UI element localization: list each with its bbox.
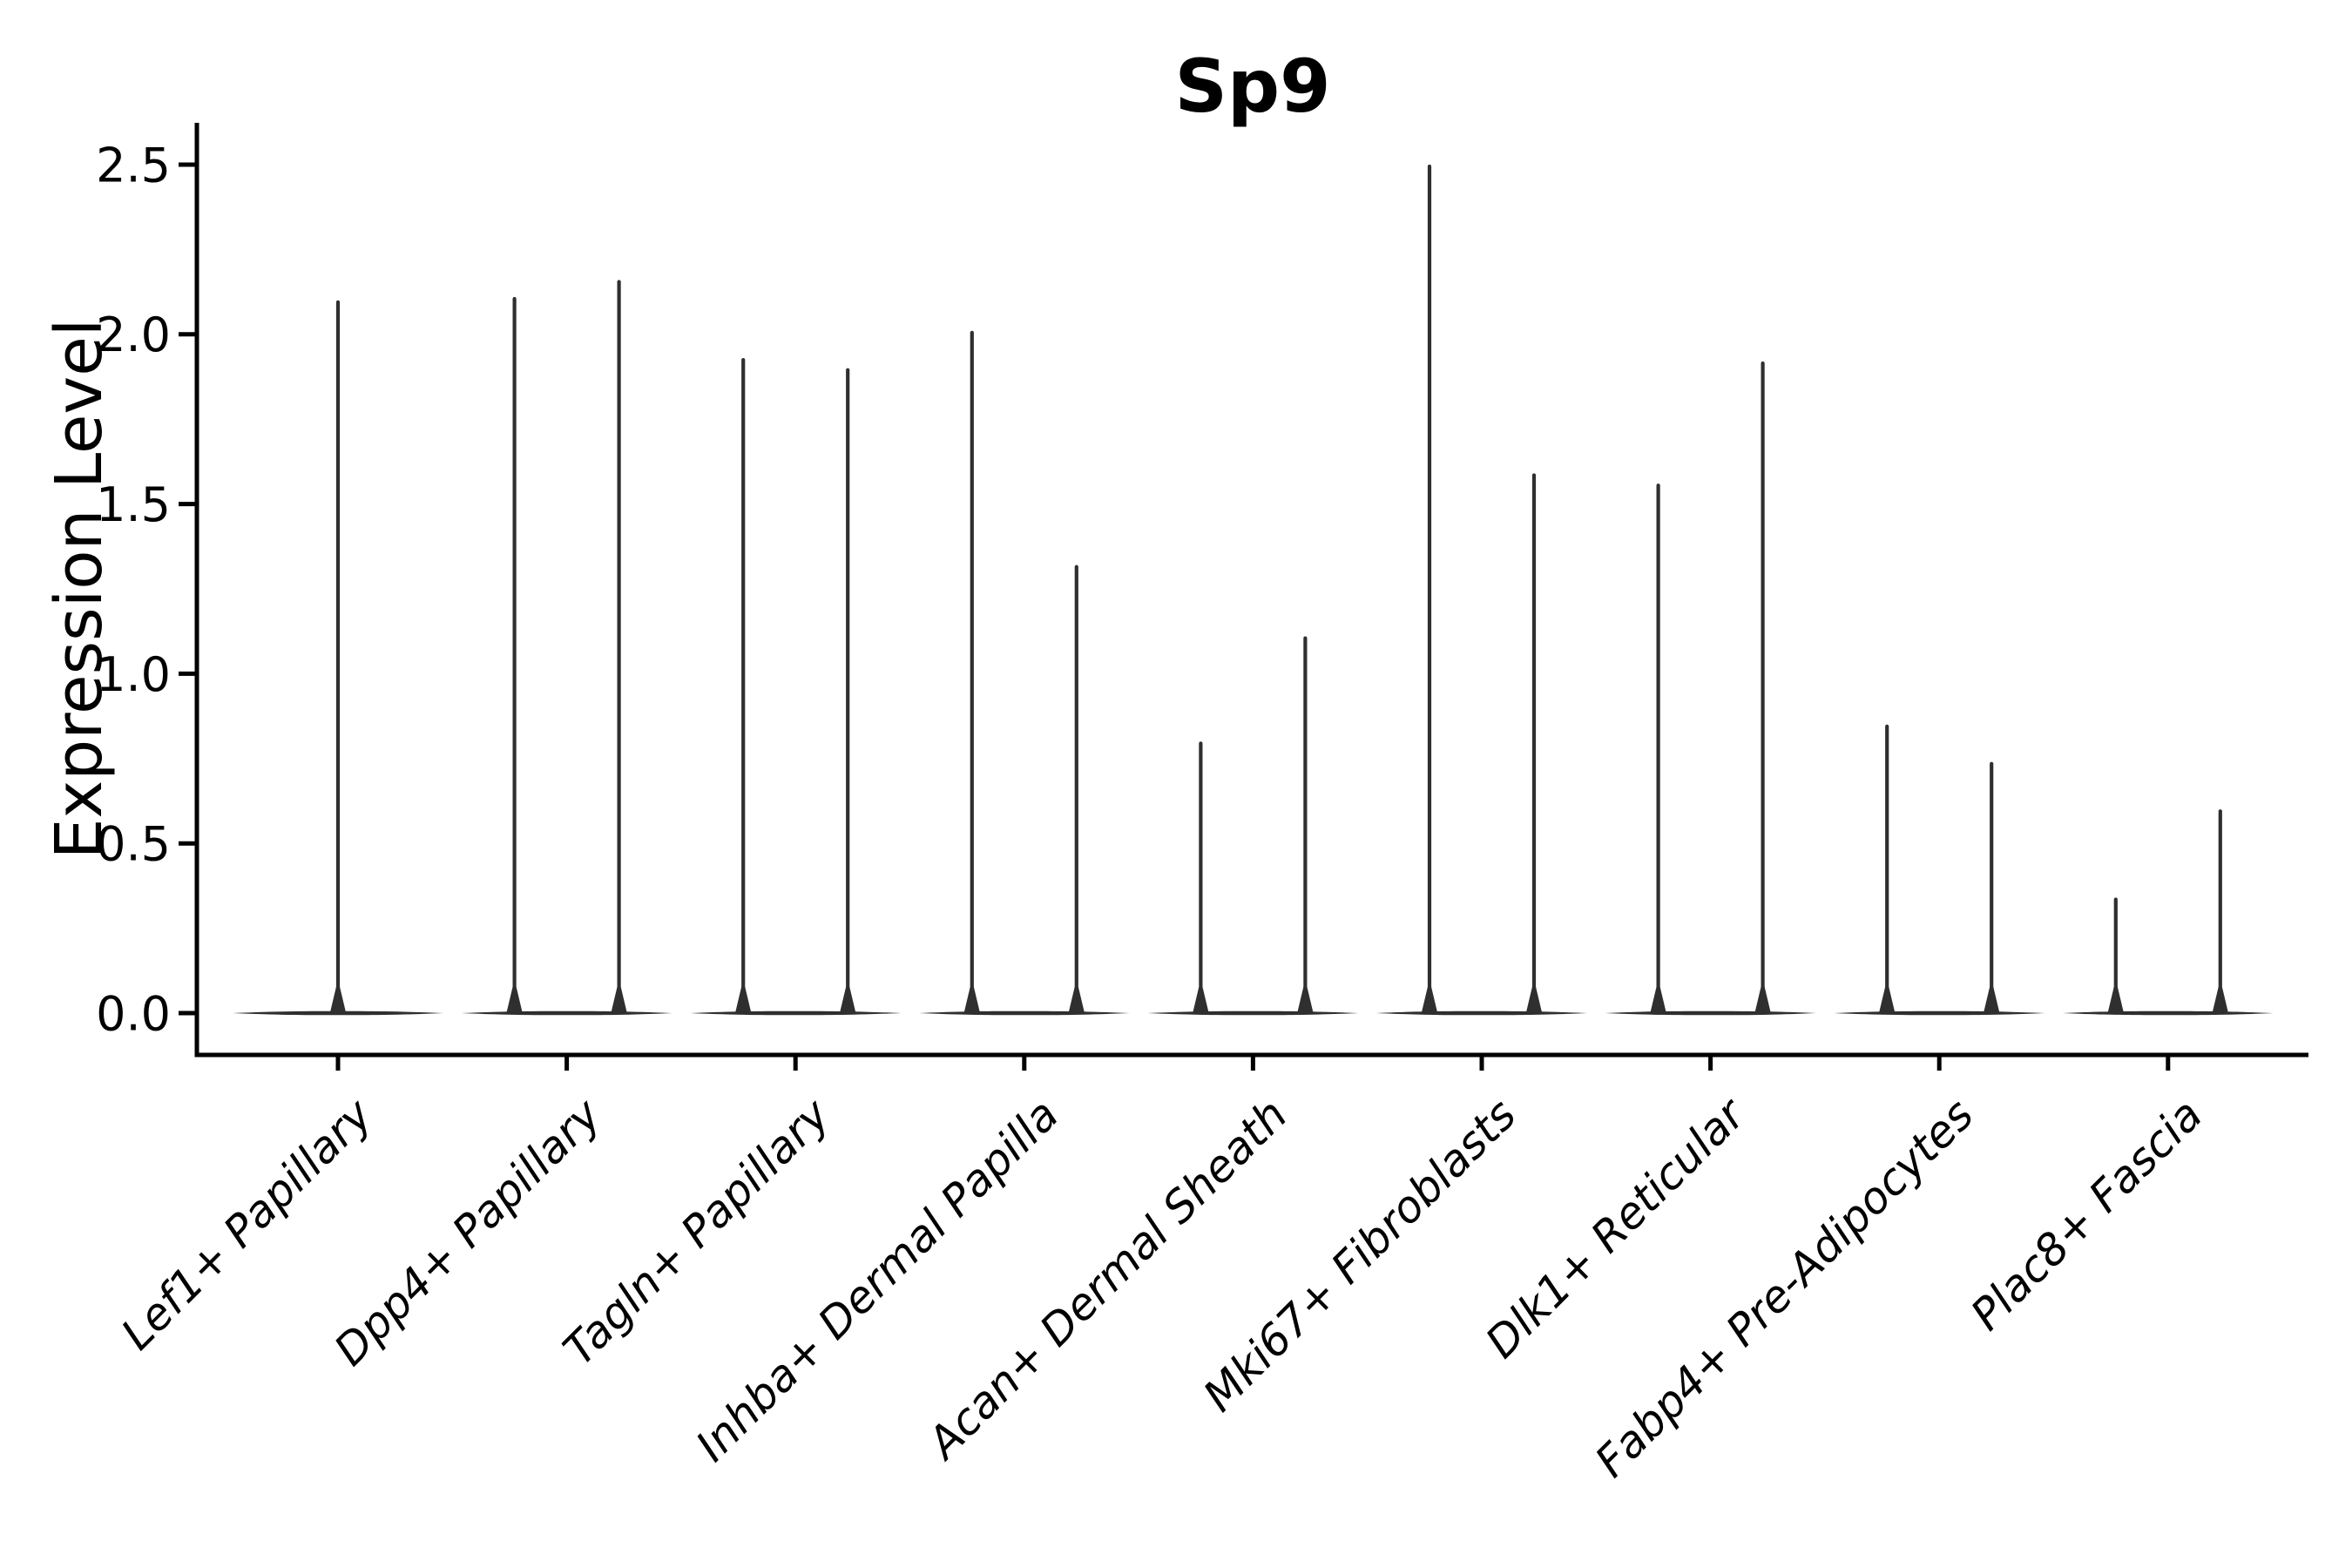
x-tick-label: Lef1+ Papillary — [112, 1088, 382, 1359]
x-tick-label: Acan+ Dermal Sheath — [916, 1089, 1297, 1470]
violin-base — [1376, 1010, 1587, 1016]
violin-needle-flare — [2212, 987, 2228, 1012]
violin-base — [2062, 1010, 2274, 1016]
violin-needle-flare — [1650, 987, 1666, 1012]
y-tick-label: 0.0 — [96, 986, 171, 1041]
y-tick-label: 1.0 — [96, 647, 171, 702]
violin-needle-flare — [1297, 987, 1314, 1012]
axes-layer — [179, 123, 2308, 1071]
violin-needle-flare — [1193, 987, 1209, 1012]
y-axis-label: Expression Level — [42, 319, 117, 860]
violin-needle-flare — [2107, 987, 2124, 1012]
y-tick-label: 2.0 — [96, 308, 171, 362]
x-tick-label: Plac8+ Fascia — [1961, 1089, 2212, 1340]
violin-base — [461, 1010, 672, 1016]
x-tick-label: Fabp4+ Pre-Adipocytes — [1585, 1089, 1984, 1487]
y-tick-label: 2.5 — [96, 138, 171, 193]
violin-needle-flare — [1879, 987, 1896, 1012]
violin-needle-flare — [330, 987, 346, 1012]
violin-needle-flare — [1422, 987, 1437, 1012]
y-tick-label: 1.5 — [96, 477, 171, 532]
violin-base — [1147, 1010, 1359, 1016]
violin-base — [918, 1010, 1130, 1016]
x-tick-label: Inhba+ Dermal Papilla — [686, 1089, 1068, 1470]
violin-needle-flare — [1754, 987, 1771, 1012]
violin-base — [690, 1010, 902, 1016]
violin-base — [1834, 1010, 2045, 1016]
violin-needle-flare — [840, 987, 856, 1012]
violins-layer — [233, 164, 2274, 1016]
chart-title: Sp9 — [1174, 44, 1330, 129]
violin-base — [1605, 1010, 1816, 1016]
violin-needle-flare — [1068, 987, 1085, 1012]
violin-needle-flare — [611, 987, 627, 1012]
y-tick-label: 0.5 — [96, 817, 171, 872]
violin-base — [233, 1010, 443, 1016]
violin-needle-flare — [963, 987, 980, 1012]
violin-needle-flare — [735, 987, 752, 1012]
violin-needle-flare — [1984, 987, 2000, 1012]
violin-needle-flare — [1526, 987, 1542, 1012]
violin-needle-flare — [506, 987, 523, 1012]
